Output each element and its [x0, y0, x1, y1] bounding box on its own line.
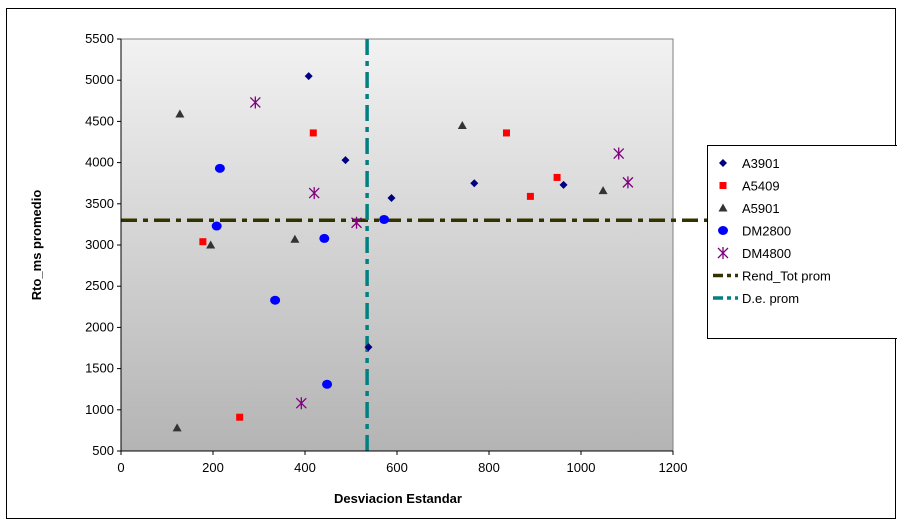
y-tick-label: 5000	[85, 72, 114, 87]
data-point	[270, 295, 281, 305]
x-tick-label: 800	[478, 460, 500, 475]
axes: 5001000150020002500300035004000450050005…	[85, 31, 687, 475]
data-point	[379, 214, 390, 224]
data-point	[717, 247, 729, 259]
data-point	[613, 147, 625, 160]
data-point	[341, 156, 350, 165]
legend-label: DM4800	[742, 246, 791, 261]
data-point	[249, 96, 261, 109]
y-tick-label: 3000	[85, 237, 114, 252]
data-point	[718, 226, 728, 235]
data-point	[236, 413, 244, 421]
data-point	[308, 187, 320, 200]
y-tick-label: 3500	[85, 196, 114, 211]
x-tick-label: 1200	[659, 460, 688, 475]
x-tick-label: 0	[117, 460, 124, 475]
data-point	[559, 180, 568, 189]
legend-label: A3901	[742, 156, 780, 171]
y-tick-label: 4500	[85, 113, 114, 128]
data-point	[719, 159, 727, 167]
data-point	[502, 129, 510, 137]
y-tick-label: 1500	[85, 361, 114, 376]
data-point	[319, 233, 330, 243]
x-tick-label: 600	[386, 460, 408, 475]
data-point	[364, 343, 373, 352]
data-point	[387, 194, 396, 203]
x-axis-title: Desviacion Estandar	[334, 491, 462, 506]
legend-label: D.e. prom	[742, 291, 799, 306]
data-point	[175, 109, 185, 118]
data-point	[622, 176, 634, 189]
y-tick-label: 2000	[85, 319, 114, 334]
y-tick-label: 2500	[85, 278, 114, 293]
data-point	[206, 240, 216, 249]
data-point	[718, 203, 728, 212]
x-tick-label: 200	[202, 460, 224, 475]
x-tick-label: 1000	[567, 460, 596, 475]
data-points	[172, 72, 634, 432]
data-point	[526, 192, 534, 200]
legend-label: A5901	[742, 201, 780, 216]
data-point	[304, 72, 313, 81]
data-point	[470, 179, 479, 188]
data-point	[351, 216, 362, 229]
legend: A3901 A5409 A5901 DM2800 DM4800 Rend_Tot prom…	[707, 145, 897, 339]
data-point	[309, 129, 317, 137]
y-tick-label: 4000	[85, 155, 114, 170]
data-point	[172, 423, 182, 432]
y-tick-label: 5500	[85, 31, 114, 46]
data-point	[719, 182, 727, 189]
y-axis-title: Rto_ms promedio	[29, 190, 44, 301]
x-tick-label: 400	[294, 460, 316, 475]
data-point	[211, 221, 222, 231]
legend-label: Rend_Tot prom	[742, 269, 831, 284]
legend-label: DM2800	[742, 224, 791, 239]
y-tick-label: 1000	[85, 402, 114, 417]
data-point	[290, 234, 300, 243]
data-point	[598, 186, 608, 195]
data-point	[199, 238, 207, 246]
data-point	[553, 173, 561, 181]
legend-box	[707, 145, 897, 339]
data-point	[214, 163, 225, 173]
y-tick-label: 500	[92, 443, 114, 458]
legend-label: A5409	[742, 179, 780, 194]
data-point	[457, 121, 467, 130]
data-point	[295, 397, 307, 410]
data-point	[322, 379, 333, 389]
